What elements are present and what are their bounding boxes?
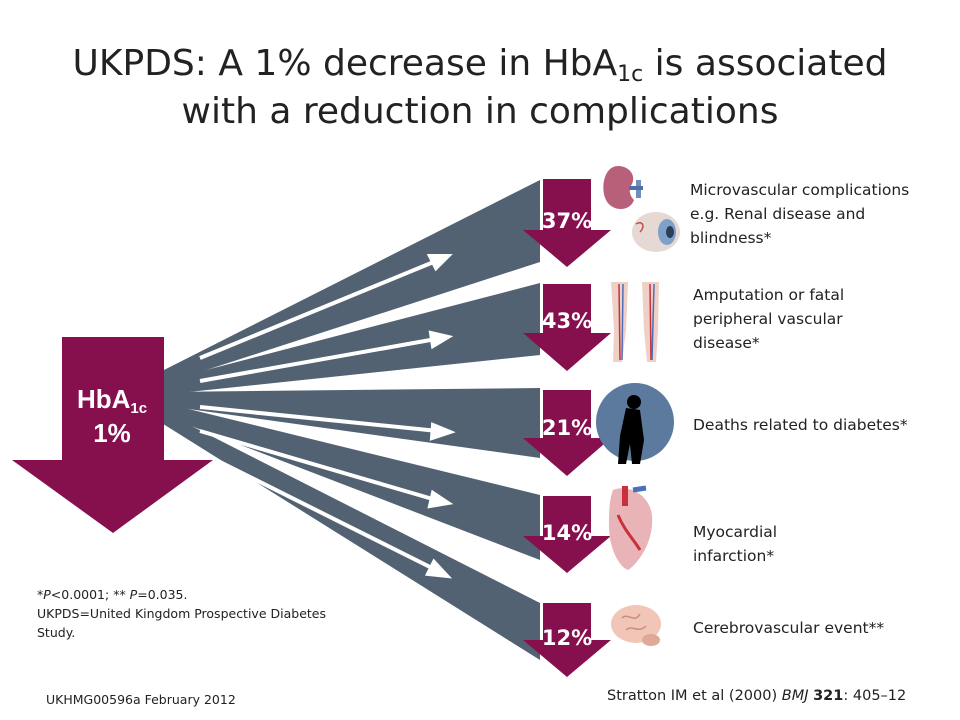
outcome-line: blindness* xyxy=(690,229,772,247)
footnote: *P<0.0001; ** P=0.035. UKPDS=United King… xyxy=(37,585,367,642)
bowed-figure-icon xyxy=(596,383,674,464)
kidney-eye-icon xyxy=(603,166,680,252)
outcome-line: disease* xyxy=(693,334,760,352)
footnote-significance: *P<0.0001; ** P=0.035. xyxy=(37,587,188,602)
outcome-myocardial: Myocardial infarction* xyxy=(693,520,777,568)
outcome-line: Cerebrovascular event** xyxy=(693,619,885,637)
percent-cerebrovascular: 12% xyxy=(541,626,593,650)
legs-vessels-icon xyxy=(611,282,659,362)
outcome-deaths: Deaths related to diabetes* xyxy=(693,413,908,437)
footnote-abbreviation-cont: Study. xyxy=(37,625,76,640)
outcome-microvascular: Microvascular complications e.g. Renal d… xyxy=(690,178,909,250)
percent-microvascular: 37% xyxy=(541,209,593,233)
hba1c-down-arrow xyxy=(12,337,213,533)
title-line-2: with a reduction in complications xyxy=(181,91,779,132)
citation: Stratton IM et al (2000) BMJ 321: 405–12 xyxy=(607,688,907,704)
outcome-line: Deaths related to diabetes* xyxy=(693,416,908,434)
outcome-line: peripheral vascular xyxy=(693,310,843,328)
percent-amputation: 43% xyxy=(541,309,593,333)
outcome-amputation: Amputation or fatal peripheral vascular … xyxy=(693,283,844,355)
percent-deaths: 21% xyxy=(541,416,593,440)
outcome-line: Myocardial xyxy=(693,523,778,541)
slide-title: UKPDS: A 1% decrease in HbA1c is associa… xyxy=(40,40,920,136)
outcome-line: infarction* xyxy=(693,547,775,565)
heart-icon xyxy=(608,485,653,570)
document-code: UKHMG00596a February 2012 xyxy=(46,692,236,707)
brain-icon xyxy=(611,605,661,646)
pct-arrows xyxy=(523,179,611,677)
percent-myocardial: 14% xyxy=(541,521,593,545)
hba1c-name: HbA1c xyxy=(76,384,148,417)
outcome-line: Microvascular complications xyxy=(690,181,910,199)
footnote-abbreviation: UKPDS=United Kingdom Prospective Diabete… xyxy=(37,606,326,621)
outcome-line: e.g. Renal disease and xyxy=(690,205,866,223)
title-line-1: UKPDS: A 1% decrease in HbA1c is associa… xyxy=(72,43,888,87)
outcome-line: Amputation or fatal xyxy=(693,286,845,304)
hba1c-value: 1% xyxy=(93,418,131,448)
hba1c-label: HbA1c 1% xyxy=(62,382,162,450)
ray-arrows xyxy=(199,254,456,579)
outcome-cerebrovascular: Cerebrovascular event** xyxy=(693,616,884,640)
